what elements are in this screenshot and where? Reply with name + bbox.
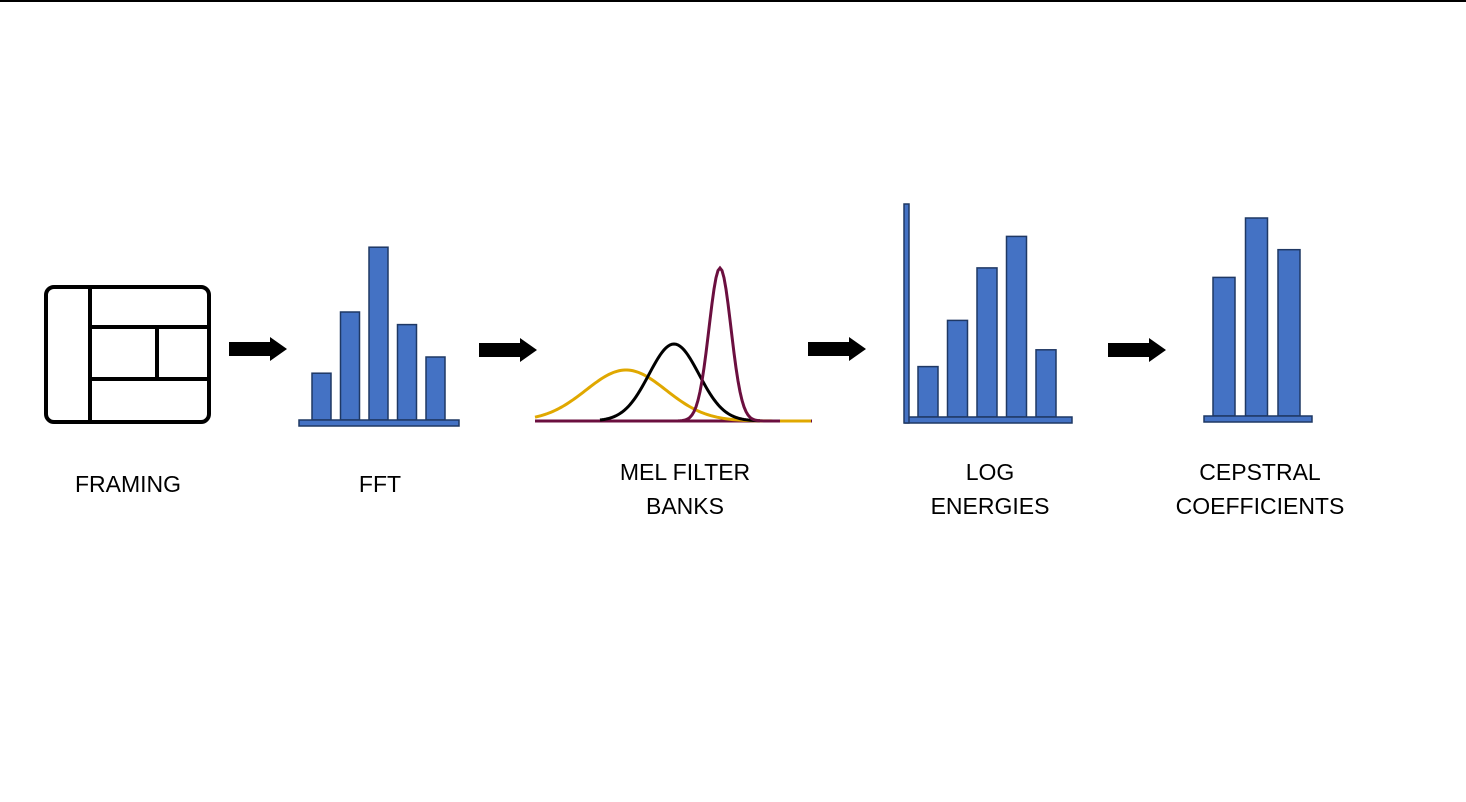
- fft-bar-chart: [298, 246, 460, 427]
- log-bar: [1005, 235, 1028, 418]
- cep-bar: [1212, 276, 1236, 417]
- filter-curve-yellow: [534, 368, 811, 423]
- fft-bar: [396, 323, 418, 421]
- right-arrow-icon: [1108, 338, 1166, 362]
- log-bar: [917, 365, 939, 418]
- log-baseline: [904, 416, 1073, 424]
- top-border-line: [0, 0, 1466, 2]
- label-log-energies: LOG ENERGIES: [930, 459, 1050, 519]
- cep-bar: [1244, 217, 1269, 417]
- right-arrow-icon: [479, 338, 537, 362]
- filter-curve-maroon: [669, 265, 780, 423]
- filter-curve-black: [599, 342, 761, 423]
- label-mel-filter-banks: MEL FILTER BANKS: [619, 459, 751, 519]
- fft-bar: [425, 356, 446, 421]
- mel-filter-curves: [534, 265, 812, 423]
- cep-bar: [1277, 248, 1301, 417]
- label-framing: FRAMING: [74, 471, 182, 497]
- frame-outline: [44, 285, 211, 424]
- log-bar: [946, 319, 969, 418]
- log-bar: [1035, 349, 1057, 418]
- label-fft: FFT: [358, 471, 402, 497]
- fft-baseline: [298, 419, 460, 427]
- log-y-axis: [903, 203, 910, 424]
- log-energies-bar-chart: [903, 203, 1073, 424]
- label-cepstral-coefficients: CEPSTRAL COEFFICIENTS: [1175, 459, 1345, 519]
- right-arrow-icon: [808, 337, 866, 361]
- cepstral-bar-chart: [1203, 217, 1313, 423]
- fft-bar: [311, 372, 332, 421]
- fft-bar: [339, 311, 361, 421]
- cep-baseline: [1203, 415, 1313, 423]
- right-arrow-icon: [229, 337, 287, 361]
- fft-bar: [368, 246, 389, 421]
- log-bar: [976, 267, 998, 418]
- frame-grid-icon: [44, 285, 211, 424]
